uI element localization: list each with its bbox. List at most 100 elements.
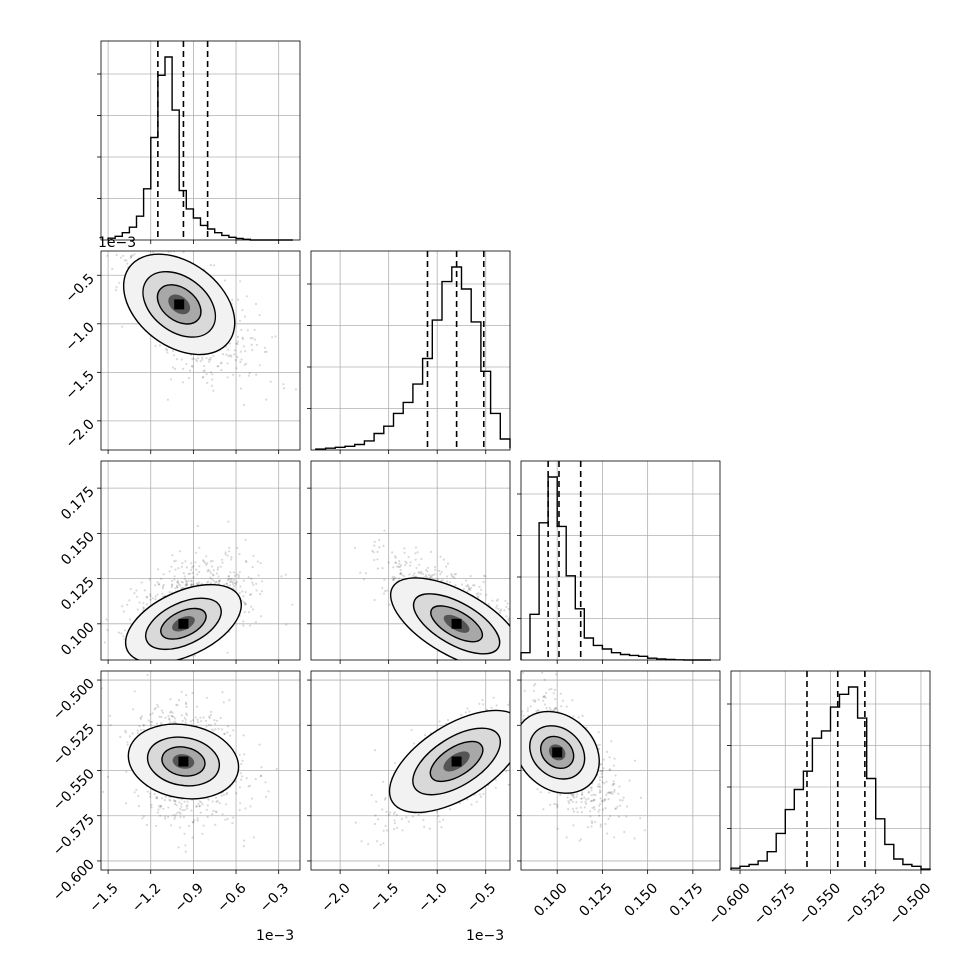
density-peak <box>178 618 189 629</box>
sample-point <box>174 816 177 819</box>
sample-point <box>556 806 559 809</box>
sample-point <box>176 581 179 584</box>
x-tick-label: −0.525 <box>841 880 889 928</box>
sample-point <box>246 329 249 332</box>
sample-point <box>530 666 532 668</box>
sample-point <box>238 374 241 377</box>
sample-point <box>401 829 404 832</box>
sample-point <box>600 799 603 803</box>
sample-point <box>466 584 469 587</box>
sample-point <box>179 812 182 815</box>
sample-point <box>264 795 268 799</box>
y-tick-label: −0.5 <box>62 271 97 306</box>
sample-point <box>393 576 396 579</box>
sample-point <box>194 561 197 564</box>
sample-point <box>453 576 456 579</box>
sample-point <box>207 580 210 583</box>
sample-point <box>503 609 506 612</box>
sample-point <box>241 336 244 339</box>
sample-point <box>114 289 118 292</box>
sample-point <box>229 578 232 581</box>
sample-point <box>180 798 183 801</box>
sample-point <box>545 706 548 710</box>
sample-point <box>372 551 375 554</box>
sample-point <box>440 826 443 829</box>
sample-point <box>590 820 594 823</box>
sample-point <box>209 264 212 267</box>
sample-point <box>180 805 183 808</box>
sample-point <box>142 606 145 609</box>
sample-point <box>197 357 200 360</box>
sample-point <box>180 802 183 806</box>
sample-point <box>387 561 390 564</box>
sample-point <box>219 716 222 720</box>
sample-point <box>439 555 442 558</box>
sample-point <box>643 829 646 832</box>
sample-point <box>515 672 517 674</box>
sample-point <box>211 800 214 803</box>
sample-point <box>155 797 159 800</box>
sample-point <box>484 575 487 578</box>
sample-point <box>597 731 600 734</box>
sample-point <box>400 564 403 567</box>
sample-point <box>153 708 156 711</box>
sample-point <box>399 565 402 568</box>
sample-point <box>175 703 178 706</box>
sample-point <box>411 574 415 577</box>
sample-point <box>481 698 484 702</box>
sample-point <box>170 710 173 713</box>
sample-point <box>413 572 416 575</box>
sample-point <box>214 722 217 725</box>
sample-point <box>260 774 263 777</box>
sample-point <box>495 664 497 666</box>
sample-point <box>192 565 195 568</box>
sample-point <box>565 836 568 839</box>
sample-point <box>180 580 183 583</box>
sample-point <box>226 582 229 585</box>
sample-point <box>159 668 161 670</box>
sample-point <box>214 796 218 799</box>
sample-point <box>218 802 221 805</box>
sample-point <box>223 732 226 735</box>
sample-point <box>193 819 196 822</box>
sample-point <box>249 624 252 627</box>
sample-point <box>236 340 239 343</box>
sample-point <box>462 588 465 591</box>
sample-point <box>217 727 220 731</box>
sample-point <box>201 376 204 379</box>
sample-point <box>212 729 215 732</box>
sample-point <box>238 809 241 812</box>
sample-point <box>198 804 201 808</box>
sample-point <box>165 665 167 667</box>
sample-point <box>229 580 232 583</box>
sample-point <box>184 844 187 847</box>
grid-lines <box>731 671 930 870</box>
sample-point <box>164 795 167 799</box>
sample-point <box>217 575 220 578</box>
sample-point <box>185 712 188 715</box>
sample-point <box>254 777 257 781</box>
sample-point <box>261 580 264 583</box>
sample-point <box>448 581 452 584</box>
sample-point <box>206 581 209 584</box>
sample-point <box>211 559 214 563</box>
sample-point <box>163 663 165 665</box>
sample-point <box>373 598 376 602</box>
sample-point <box>202 369 205 373</box>
sample-point <box>148 578 151 581</box>
sample-point <box>210 728 214 731</box>
sample-point <box>195 582 198 585</box>
sample-point <box>359 571 362 574</box>
sample-point <box>438 820 441 823</box>
sample-point <box>619 799 622 802</box>
sample-point <box>248 372 251 375</box>
sample-point <box>145 603 148 606</box>
sample-point <box>115 286 118 289</box>
sample-point <box>284 573 287 576</box>
sample-point <box>214 810 217 813</box>
sample-point <box>228 584 231 587</box>
sample-point <box>171 241 173 243</box>
sample-point <box>177 699 181 702</box>
sample-point <box>201 832 204 835</box>
sample-point <box>184 583 187 586</box>
